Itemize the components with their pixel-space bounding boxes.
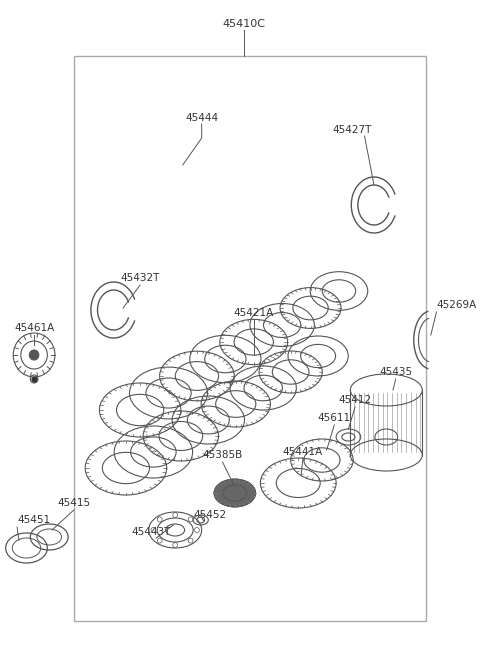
Text: 45611: 45611: [318, 413, 351, 423]
Text: 45412: 45412: [338, 395, 372, 405]
Text: 45415: 45415: [57, 498, 90, 508]
Text: 45432T: 45432T: [120, 273, 160, 283]
Text: 45410C: 45410C: [223, 19, 266, 29]
Bar: [74, 56, 426, 621]
Text: 45443T: 45443T: [132, 527, 171, 537]
Ellipse shape: [214, 479, 256, 507]
Text: 45451: 45451: [17, 515, 50, 525]
Text: 45452: 45452: [193, 510, 227, 520]
Ellipse shape: [29, 350, 39, 360]
Text: 45421A: 45421A: [234, 308, 274, 318]
Text: 45427T: 45427T: [333, 125, 372, 135]
Text: 45269A: 45269A: [436, 300, 477, 310]
Text: 45435: 45435: [379, 367, 412, 377]
Text: 45461A: 45461A: [14, 323, 54, 333]
Text: 45441A: 45441A: [283, 447, 323, 457]
Text: 45385B: 45385B: [203, 450, 242, 460]
Text: 45444: 45444: [185, 113, 218, 123]
